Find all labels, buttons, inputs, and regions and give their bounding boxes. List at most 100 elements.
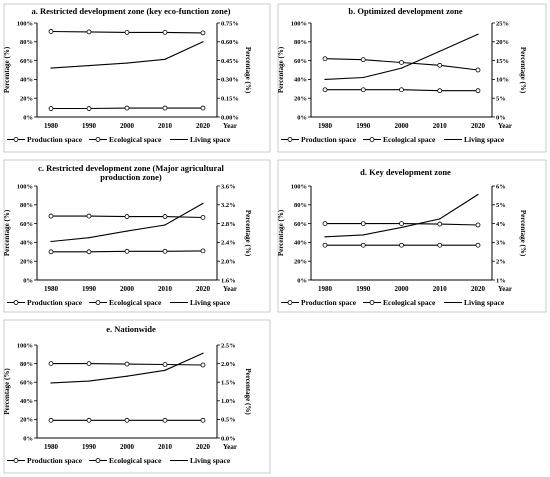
data-point bbox=[86, 417, 92, 423]
left-tick-label: 80% bbox=[20, 39, 33, 46]
left-tick-label: 40% bbox=[20, 77, 33, 84]
panel-border bbox=[3, 159, 271, 313]
right-tick-label: 0.30% bbox=[221, 77, 239, 84]
x-tick-label: 1990 bbox=[82, 285, 97, 293]
x-tick-label: 1980 bbox=[44, 122, 59, 130]
data-point bbox=[48, 417, 54, 423]
data-point bbox=[202, 41, 204, 43]
x-axis-label: Year bbox=[498, 122, 512, 130]
right-tick-label: 5% bbox=[496, 96, 506, 103]
data-point bbox=[200, 105, 206, 111]
data-point bbox=[48, 106, 54, 111]
data-point bbox=[200, 248, 206, 254]
data-point bbox=[475, 242, 481, 248]
series-line-2 bbox=[324, 33, 479, 80]
data-point bbox=[124, 248, 130, 254]
x-tick-label: 1980 bbox=[318, 285, 333, 293]
data-point bbox=[200, 30, 206, 36]
data-point bbox=[88, 65, 90, 67]
chart-panel-4: e. Nationwide 0% 20% 40% 60% 80% 100% 0.0% 0.5% 1… bbox=[3, 319, 271, 474]
data-point bbox=[86, 213, 92, 219]
x-tick-label: 2010 bbox=[433, 122, 448, 130]
x-tick-label: 2000 bbox=[120, 285, 135, 293]
legend-label: Living space bbox=[464, 135, 505, 144]
x-axis-label: Year bbox=[223, 122, 237, 130]
data-point bbox=[124, 214, 130, 219]
data-point bbox=[399, 87, 404, 93]
data-point bbox=[124, 105, 130, 111]
legend-label: Ecological space bbox=[383, 298, 436, 307]
left-tick-label: 80% bbox=[20, 361, 33, 368]
right-tick-label: 1.5% bbox=[221, 380, 236, 387]
left-tick-label: 100% bbox=[17, 183, 33, 190]
legend-label: Production space bbox=[27, 456, 83, 465]
data-point bbox=[124, 30, 130, 35]
data-point bbox=[126, 62, 128, 64]
data-point bbox=[475, 88, 481, 94]
left-tick-label: 0% bbox=[23, 277, 33, 284]
data-point bbox=[362, 76, 364, 79]
chart-panel-1: b. Optimized development zone 0% 20% 40% 60%… bbox=[277, 3, 547, 153]
y-axis-label-left: Percentage (%) bbox=[277, 209, 285, 256]
x-tick-label: 1980 bbox=[44, 285, 59, 293]
data-point bbox=[202, 352, 204, 354]
legend-marker bbox=[13, 300, 19, 305]
left-tick-label: 20% bbox=[20, 259, 33, 266]
data-point bbox=[162, 248, 168, 254]
legend-marker bbox=[95, 458, 101, 463]
legend-label: Production space bbox=[27, 298, 83, 307]
left-tick-label: 20% bbox=[20, 417, 33, 424]
data-point bbox=[200, 215, 206, 220]
right-tick-label: 3.2% bbox=[221, 202, 236, 209]
left-tick-label: 60% bbox=[20, 221, 33, 228]
data-point bbox=[50, 240, 52, 243]
chart-title-line-1: c. Restricted development zone (Major ag… bbox=[38, 163, 224, 173]
data-point bbox=[164, 224, 166, 226]
panel-border bbox=[277, 3, 547, 153]
data-point bbox=[399, 242, 404, 248]
data-point bbox=[202, 202, 204, 204]
x-tick-label: 2000 bbox=[120, 122, 135, 130]
series-line-2 bbox=[50, 41, 204, 69]
left-tick-label: 40% bbox=[294, 77, 307, 84]
x-tick-label: 2000 bbox=[120, 443, 135, 451]
legend-marker bbox=[13, 458, 19, 463]
data-point bbox=[86, 249, 92, 255]
data-point bbox=[437, 221, 443, 227]
data-point bbox=[400, 67, 403, 69]
data-point bbox=[399, 60, 404, 65]
chart-title: e. Nationwide bbox=[106, 324, 156, 334]
data-point bbox=[437, 88, 443, 94]
legend-label: Living space bbox=[190, 135, 231, 144]
panel-border bbox=[3, 319, 271, 474]
data-point bbox=[439, 218, 441, 220]
legend-marker bbox=[369, 137, 375, 142]
y-axis-label-left: Percentage (%) bbox=[3, 46, 11, 93]
data-point bbox=[437, 242, 443, 248]
x-tick-label: 2010 bbox=[433, 285, 448, 293]
series-line-2 bbox=[324, 194, 479, 238]
left-tick-label: 20% bbox=[294, 96, 307, 103]
legend-marker bbox=[13, 137, 19, 142]
right-tick-label: 0.75% bbox=[221, 20, 239, 27]
data-point bbox=[124, 361, 130, 367]
data-point bbox=[164, 58, 166, 60]
data-point bbox=[360, 242, 366, 248]
right-tick-label: 0.0% bbox=[221, 435, 236, 442]
chart-panel-3: d. Key development zone 0% 20% 40% 60% 80% 100… bbox=[277, 159, 547, 313]
data-point bbox=[50, 382, 52, 384]
left-tick-label: 100% bbox=[291, 183, 307, 190]
x-axis-label: Year bbox=[223, 285, 237, 293]
right-tick-label: 1.6% bbox=[221, 277, 236, 284]
legend-label: Production space bbox=[301, 135, 357, 144]
data-point bbox=[360, 57, 366, 63]
right-tick-label: 2.0% bbox=[221, 361, 236, 368]
data-point bbox=[48, 213, 54, 219]
data-point bbox=[399, 221, 404, 227]
data-point bbox=[86, 361, 92, 367]
data-point bbox=[324, 78, 326, 80]
right-tick-label: 0.00% bbox=[221, 114, 239, 121]
right-tick-label: 3% bbox=[496, 240, 506, 247]
legend-label: Ecological space bbox=[109, 135, 162, 144]
legend-label: Production space bbox=[27, 135, 83, 144]
